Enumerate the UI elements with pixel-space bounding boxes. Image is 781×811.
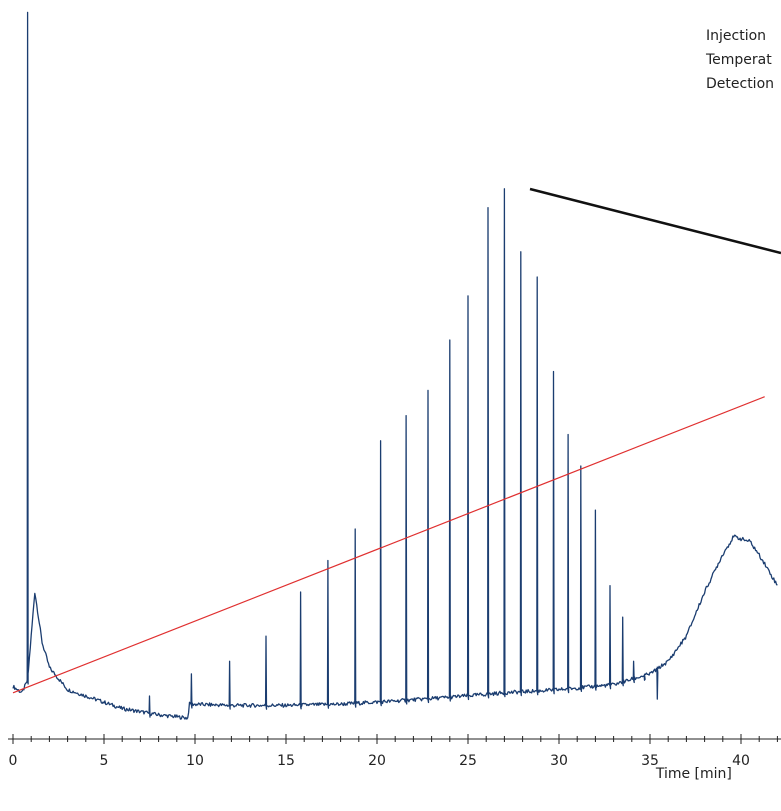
x-tick-label: 25 — [459, 753, 477, 769]
x-tick-label: 15 — [277, 753, 295, 769]
x-axis-ticks — [12, 734, 778, 744]
x-tick-label: 40 — [732, 753, 750, 769]
annotation-group: Injection Temperat Detection — [705, 28, 774, 92]
x-tick-label: 20 — [368, 753, 386, 769]
x-tick-label: 30 — [550, 753, 568, 769]
x-tick-label: 0 — [9, 753, 18, 769]
x-tick-label: 5 — [100, 753, 109, 769]
x-tick-label: 35 — [641, 753, 659, 769]
x-tick-label: 10 — [186, 753, 204, 769]
x-axis-tick-labels: 0 5 10 15 20 25 30 35 40 — [9, 753, 750, 769]
chromatogram-trace — [12, 11, 778, 720]
annotation-detection: Detection — [706, 76, 774, 92]
annotation-temperature: Temperat — [705, 52, 772, 68]
x-axis-title: Time [min] — [655, 766, 732, 782]
temperature-gradient-line — [12, 396, 765, 694]
annotation-injection: Injection — [706, 28, 766, 44]
pointer-line — [529, 187, 781, 255]
